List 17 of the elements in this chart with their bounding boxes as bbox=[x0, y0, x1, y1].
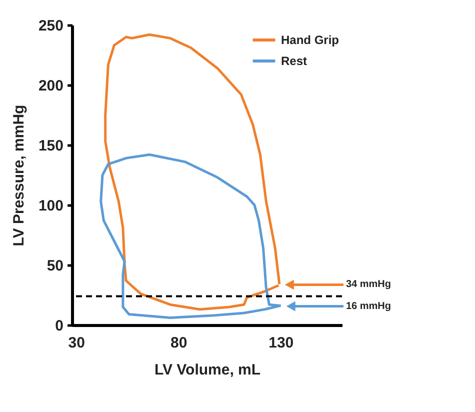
line-series bbox=[100, 153, 282, 320]
y-tick-label: 200 bbox=[38, 78, 64, 94]
x-tick-label: 80 bbox=[170, 334, 188, 352]
legend-label: Hand Grip bbox=[281, 33, 340, 47]
y-tick-label: 250 bbox=[38, 18, 64, 34]
y-tick-label: 150 bbox=[38, 138, 64, 154]
y-tick-label: 0 bbox=[55, 318, 64, 334]
text: 16 mmHg bbox=[346, 300, 392, 312]
legend-label: Rest bbox=[281, 54, 308, 68]
x-tick-label: 30 bbox=[68, 334, 85, 352]
x-axis-title: LV Volume, mL bbox=[154, 362, 261, 378]
line-series bbox=[104, 33, 281, 311]
y-axis-title: LV Pressure, mmHg bbox=[10, 104, 28, 246]
text: 34 mmHg bbox=[346, 279, 392, 290]
x-tick-label: 130 bbox=[268, 334, 294, 352]
y-tick-label: 50 bbox=[46, 258, 64, 274]
y-tick-label: 100 bbox=[38, 198, 64, 214]
